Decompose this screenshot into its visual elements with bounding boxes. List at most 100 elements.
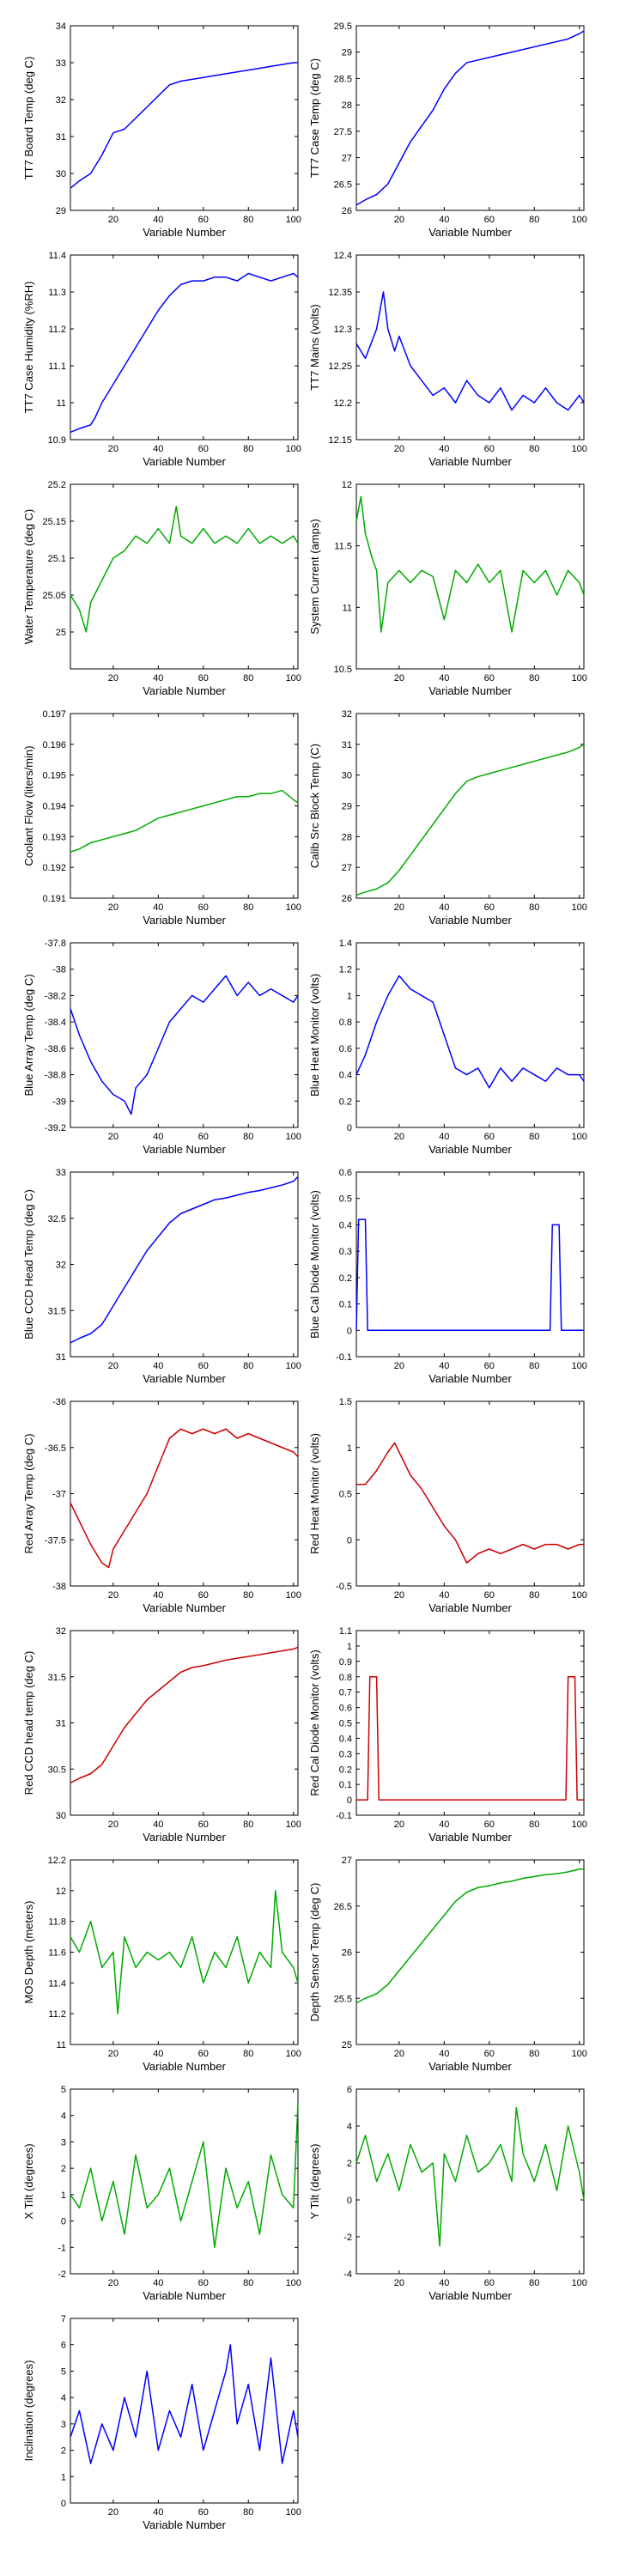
- plot-frame: [70, 254, 299, 440]
- series-line: [70, 62, 298, 189]
- x-axis-label: Variable Number: [428, 2060, 512, 2073]
- x-tick-label: 40: [153, 1361, 163, 1371]
- y-tick-label: 32.5: [48, 1214, 66, 1224]
- y-tick-label: 12.2: [48, 1856, 66, 1866]
- chart-panel-17: 20 40 60 80 100 11 11.2 11.4 11.6 11.8 12 12.2 Varia…: [22, 1856, 301, 2073]
- x-tick-label: 60: [484, 673, 495, 683]
- x-tick-label: 40: [439, 2049, 449, 2059]
- x-tick-label: 40: [153, 2278, 163, 2288]
- y-tick-label: 25: [342, 2040, 352, 2050]
- x-tick-label: 80: [243, 2049, 253, 2059]
- chart-panel-5: 20 40 60 80 100 25 25.05 25.1 25.15 25.2 Variable …: [22, 480, 301, 697]
- series-line: [355, 30, 585, 206]
- series-line: [70, 1890, 299, 2014]
- x-tick-label: 80: [529, 1132, 539, 1142]
- x-axis-label: Variable Number: [428, 684, 512, 697]
- y-tick-label: 1.4: [339, 939, 352, 949]
- y-tick-label: 12.35: [328, 288, 352, 298]
- y-tick-label: 0.1: [339, 1780, 352, 1790]
- y-tick-label: -38: [52, 965, 66, 975]
- x-tick-label: 80: [243, 1361, 253, 1371]
- y-tick-label: 28: [342, 832, 352, 842]
- x-axis-label: Variable Number: [143, 914, 226, 927]
- plot-frame: [355, 254, 585, 440]
- y-tick-label: -38.6: [45, 1044, 66, 1054]
- x-tick-label: 80: [529, 215, 539, 225]
- x-tick-label: 60: [198, 444, 209, 454]
- x-axis-label: Variable Number: [143, 455, 226, 468]
- x-axis-label: Variable Number: [428, 1372, 512, 1385]
- x-tick-label: 40: [153, 444, 163, 454]
- series-line: [70, 2343, 299, 2464]
- x-tick-label: 20: [108, 1361, 118, 1371]
- y-tick-label: 30: [342, 771, 352, 781]
- plot-frame: [355, 1400, 585, 1587]
- x-tick-label: 20: [394, 444, 404, 454]
- x-tick-label: 100: [286, 2507, 301, 2518]
- y-axis-label: Red Array Temp (deg C): [22, 1434, 35, 1554]
- chart-panel-1: 20 40 60 80 100 29 30 31 32 33 34 Variable Number TT…: [22, 21, 301, 239]
- y-tick-label: 0: [347, 1795, 352, 1806]
- chart-panel-6: 20 40 60 80 100 10.5 11 11.5 12 Variable Number Sy…: [308, 480, 587, 697]
- chart-panel-7: 20 40 60 80 100 0.191 0.192 0.193 0.194 0.195 0.19…: [22, 709, 301, 927]
- x-tick-label: 20: [108, 1132, 118, 1142]
- y-tick-label: 0.3: [339, 1247, 352, 1257]
- y-tick-label: 0.2: [339, 1273, 352, 1284]
- series-line: [70, 506, 299, 633]
- x-tick-label: 40: [439, 444, 449, 454]
- chart-panel-12: 20 40 60 80 100 -0.1 0 0.1 0.2 0.3 0.4 0.5 0.6 Variab…: [308, 1168, 587, 1385]
- y-tick-label: 7: [61, 2314, 66, 2324]
- y-tick-label: -37.5: [45, 1535, 66, 1546]
- y-tick-label: 0.2: [339, 1097, 352, 1107]
- y-tick-label: 26.5: [334, 1902, 352, 1912]
- x-tick-label: 20: [394, 2049, 404, 2059]
- y-tick-label: 11.8: [48, 1917, 66, 1928]
- series-line: [70, 1646, 299, 1784]
- y-tick-label: -38: [52, 1582, 66, 1592]
- y-tick-label: 12.2: [334, 398, 352, 409]
- y-tick-label: 11.5: [334, 542, 352, 552]
- plot-frame: [355, 1630, 585, 1816]
- y-tick-label: 0: [347, 2196, 352, 2206]
- x-tick-label: 100: [286, 2278, 301, 2288]
- y-tick-label: 12.3: [334, 325, 352, 335]
- y-tick-label: 26.5: [334, 179, 352, 190]
- y-tick-label: 0.191: [42, 894, 66, 904]
- x-tick-label: 80: [243, 1132, 253, 1142]
- y-tick-label: 31: [342, 740, 352, 750]
- series-line: [355, 1218, 584, 1332]
- y-tick-label: -36: [52, 1397, 66, 1407]
- y-tick-label: 33: [56, 58, 66, 69]
- x-tick-label: 60: [198, 215, 209, 225]
- y-tick-label: 11.4: [48, 1978, 66, 1989]
- plot-frame: [70, 713, 299, 899]
- y-tick-label: 1: [347, 1642, 352, 1652]
- x-tick-label: 100: [572, 2278, 587, 2288]
- y-tick-label: 12.4: [334, 251, 352, 261]
- y-axis-label: Blue Array Temp (deg C): [22, 974, 35, 1096]
- series-line: [356, 1442, 584, 1564]
- y-axis-label: MOS Depth (meters): [22, 1901, 35, 2004]
- y-tick-label: 0.6: [339, 1168, 352, 1178]
- y-tick-label: 31: [56, 132, 66, 143]
- series-line: [355, 1868, 584, 2004]
- chart-panel-13: 20 40 60 80 100 -38 -37.5 -37 -36.5 -36 Variable N…: [22, 1397, 301, 1614]
- x-axis-label: Variable Number: [428, 2289, 512, 2302]
- y-tick-label: 11.3: [48, 288, 66, 298]
- y-tick-label: -39.2: [45, 1123, 66, 1133]
- x-tick-label: 100: [286, 2049, 301, 2059]
- y-tick-label: -38.8: [45, 1071, 66, 1081]
- x-tick-label: 20: [394, 902, 404, 913]
- x-tick-label: 40: [439, 215, 449, 225]
- chart-panel-8: 20 40 60 80 100 26 27 28 29 30 31 32 Variable Number…: [308, 709, 587, 927]
- x-tick-label: 60: [484, 2278, 495, 2288]
- x-tick-label: 80: [243, 1820, 253, 1830]
- x-tick-label: 100: [286, 1132, 301, 1142]
- y-tick-label: 0.7: [339, 1688, 352, 1698]
- y-tick-label: 0.192: [42, 863, 66, 873]
- y-tick-label: 25.15: [42, 517, 66, 527]
- y-tick-label: 0: [347, 1123, 352, 1133]
- y-tick-label: -0.5: [336, 1582, 352, 1592]
- x-tick-label: 20: [108, 2049, 118, 2059]
